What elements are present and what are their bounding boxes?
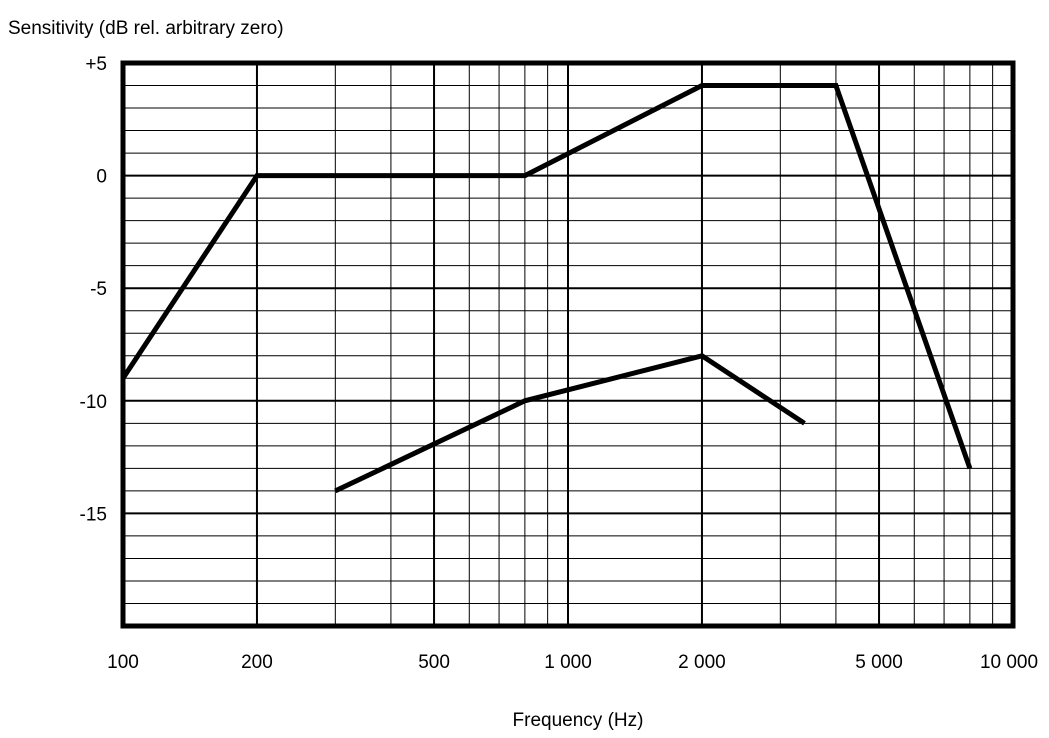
- y-axis-label: Sensitivity (dB rel. arbitrary zero): [8, 18, 284, 39]
- y-tick-label: +5: [85, 54, 107, 75]
- grid: [122, 62, 1014, 627]
- x-tick-label: 500: [418, 652, 450, 673]
- y-tick-label: -5: [90, 279, 107, 300]
- series-layer: [120, 83, 973, 494]
- x-tick-label: 5 000: [855, 652, 903, 673]
- y-tick-labels: +5 0 -5 -10 -15: [80, 54, 107, 525]
- x-tick-label: 2 000: [678, 652, 726, 673]
- x-axis-label: Frequency (Hz): [513, 710, 644, 731]
- x-tick-label: 100: [107, 652, 139, 673]
- plot-frame: [120, 60, 1016, 629]
- x-tick-label: 10 000: [980, 652, 1038, 673]
- x-tick-label: 200: [241, 652, 273, 673]
- x-tick-label: 1 000: [544, 652, 592, 673]
- y-tick-label: -10: [80, 392, 107, 413]
- series-line-2: [334, 353, 806, 494]
- series-line-1: [120, 83, 973, 470]
- x-tick-labels: 100 200 500 1 000 2 000 5 000 10 000: [107, 652, 1038, 673]
- y-tick-label: 0: [96, 167, 107, 188]
- y-tick-label: -15: [80, 504, 107, 525]
